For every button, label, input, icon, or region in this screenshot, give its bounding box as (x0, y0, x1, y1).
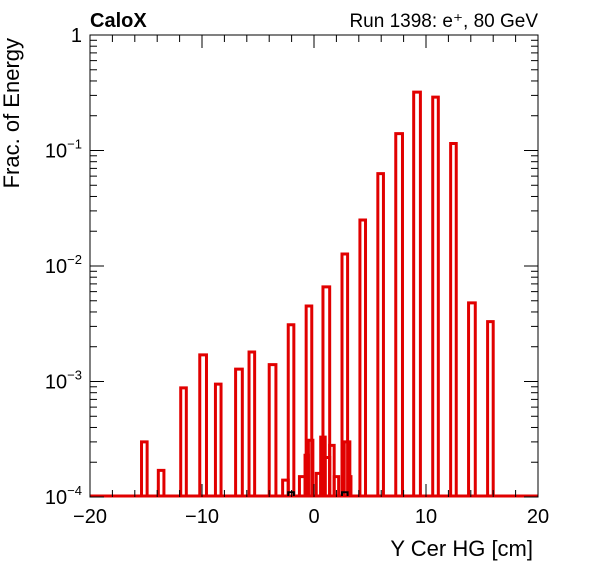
x-axis-title: Y Cer HG [cm] (390, 536, 533, 561)
run-info-label: Run 1398: e⁺, 80 GeV (349, 11, 538, 32)
histogram-bin (267, 363, 278, 496)
y-tick-label: 10−2 (45, 252, 82, 278)
histogram-bin (449, 141, 458, 496)
x-tick-label: 0 (308, 506, 319, 528)
histogram-bin (376, 172, 385, 496)
x-tick-label: −10 (185, 506, 219, 528)
y-axis-title: Frac. of Energy (0, 38, 24, 188)
histogram-bin (198, 353, 208, 496)
histogram-bin (348, 475, 353, 496)
histogram-bin (332, 475, 341, 496)
histogram-bin (306, 438, 315, 496)
histogram-bin (394, 132, 404, 496)
axes-layer: −20 −10 0 10 20 1 10−1 10−2 10−3 10−4 (45, 25, 549, 528)
experiment-label: CaloX (90, 10, 147, 32)
histogram-bin (467, 301, 477, 496)
x-tick-label: 10 (415, 506, 437, 528)
histogram-bin (321, 285, 332, 496)
histogram-bin (340, 252, 350, 496)
series-2 (287, 491, 349, 496)
plot-frame (89, 34, 539, 498)
y-tick-label: 1 (71, 25, 82, 47)
x-tick-label: −20 (73, 506, 107, 528)
histogram-bin (213, 382, 223, 496)
y-tick-label: 10−4 (45, 483, 82, 509)
histogram-bin (179, 386, 188, 496)
histogram-bin (486, 320, 495, 496)
histogram-bin (140, 440, 149, 496)
histogram-bin (304, 304, 314, 496)
y-tick-label: 10−3 (45, 368, 82, 394)
plot-frame-border (89, 34, 539, 498)
histogram-bin (328, 443, 336, 496)
histogram-bin (234, 367, 244, 496)
histogram-bin (342, 440, 352, 496)
y-tick-label: 10−1 (45, 137, 82, 163)
histogram-bin (431, 95, 440, 496)
histogram-bin (247, 350, 257, 496)
series-1 (281, 435, 353, 496)
histogram-bin (286, 323, 296, 496)
y-tick-exponent: −2 (67, 252, 82, 267)
y-tick-exponent: −3 (67, 368, 82, 383)
histogram-bin (287, 491, 295, 496)
y-tick-exponent: −4 (67, 483, 82, 498)
x-tick-label: 20 (527, 506, 549, 528)
series-layer (90, 90, 538, 498)
histogram-bin (341, 491, 349, 496)
y-tick-exponent: −1 (67, 137, 82, 152)
series-0 (90, 90, 538, 498)
histogram-bin (358, 218, 368, 496)
histogram-bin (412, 90, 422, 496)
histogram-bin (156, 468, 166, 496)
histogram-bin (281, 478, 290, 496)
